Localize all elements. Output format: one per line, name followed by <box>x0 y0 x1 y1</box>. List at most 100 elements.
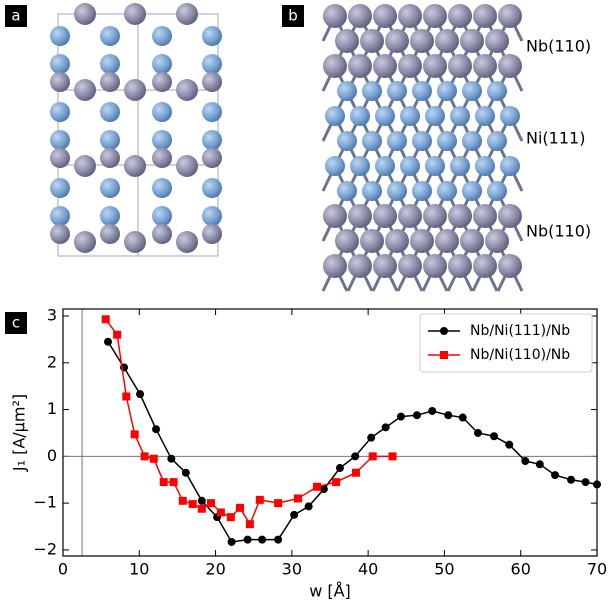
x-tick-label: 40 <box>358 560 378 579</box>
data-point <box>335 464 344 473</box>
atom-nb <box>124 231 146 253</box>
atom-nb <box>50 148 70 168</box>
x-tick-label: 60 <box>511 560 531 579</box>
atom-nb <box>473 54 497 78</box>
data-point <box>304 502 313 511</box>
data-point <box>274 535 283 544</box>
x-tick-label: 10 <box>129 560 149 579</box>
atom-ni <box>152 178 172 198</box>
atom-ni <box>50 206 70 226</box>
atom-ni <box>50 54 70 74</box>
atom-ni <box>500 156 520 176</box>
y-tick-label: 3 <box>47 306 57 325</box>
data-point <box>351 468 360 477</box>
atom-ni <box>450 106 470 126</box>
atom-nb <box>423 4 447 28</box>
atom-ni <box>50 178 70 198</box>
atom-nb <box>124 3 146 25</box>
atom-ni <box>50 102 70 122</box>
atom-nb <box>373 204 397 228</box>
atom-nb <box>348 54 372 78</box>
atom-ni <box>425 106 445 126</box>
atom-nb <box>498 254 522 278</box>
atom-ni <box>387 131 407 151</box>
data-point <box>551 471 560 480</box>
atom-nb <box>152 224 172 244</box>
data-point <box>235 503 244 512</box>
atom-ni <box>387 181 407 201</box>
data-point <box>444 411 453 420</box>
atom-ni <box>152 130 172 150</box>
atom-ni <box>400 156 420 176</box>
data-point <box>381 423 390 432</box>
data-point <box>367 433 376 442</box>
atom-nb <box>74 79 96 101</box>
atom-nb <box>460 29 484 53</box>
atom-nb <box>460 229 484 253</box>
atom-ni <box>412 81 432 101</box>
y-tick-label: −1 <box>33 493 57 512</box>
data-point <box>140 452 149 461</box>
atom-ni <box>100 26 120 46</box>
data-point <box>521 457 530 466</box>
y-tick-label: 0 <box>47 446 57 465</box>
atom-ni <box>100 206 120 226</box>
atom-ni <box>462 81 482 101</box>
x-tick-label: 30 <box>282 560 302 579</box>
atom-ni <box>350 106 370 126</box>
data-point <box>428 406 437 415</box>
atom-ni <box>475 156 495 176</box>
panel-label: b <box>288 7 298 25</box>
data-point <box>178 496 187 505</box>
data-point <box>319 485 328 494</box>
data-point <box>181 468 190 477</box>
data-point <box>122 392 131 401</box>
legend-label: Nb/Ni(111)/Nb <box>470 323 570 339</box>
atom-nb <box>448 4 472 28</box>
atom-nb <box>398 254 422 278</box>
panel-label-box <box>5 312 27 334</box>
atom-ni <box>412 181 432 201</box>
atom-ni <box>362 131 382 151</box>
atom-nb <box>373 254 397 278</box>
atom-nb <box>485 229 509 253</box>
atom-ni <box>462 181 482 201</box>
atom-nb <box>348 254 372 278</box>
data-point <box>130 430 139 439</box>
atom-ni <box>100 130 120 150</box>
atom-ni <box>337 81 357 101</box>
data-point <box>258 535 267 544</box>
atom-ni <box>100 54 120 74</box>
data-point <box>490 432 499 441</box>
data-point <box>535 460 544 469</box>
legend-box <box>419 313 593 373</box>
atom-nb <box>473 204 497 228</box>
panel-label-box <box>5 5 27 27</box>
data-point <box>104 337 113 346</box>
atom-ni <box>362 81 382 101</box>
atom-nb <box>74 155 96 177</box>
data-point <box>351 452 360 461</box>
atom-nb <box>360 29 384 53</box>
data-point <box>458 413 467 422</box>
atom-nb <box>202 224 222 244</box>
atom-nb <box>435 29 459 53</box>
atom-nb <box>124 79 146 101</box>
data-point <box>101 315 110 324</box>
atom-ni <box>325 156 345 176</box>
panel-label: a <box>11 7 20 25</box>
atom-nb <box>398 4 422 28</box>
atom-ni <box>337 181 357 201</box>
panel-label-box <box>282 5 304 27</box>
atom-nb <box>323 4 347 28</box>
data-point <box>136 390 145 399</box>
data-point <box>388 452 397 461</box>
y-tick-label: 2 <box>47 352 57 371</box>
data-point <box>149 454 158 463</box>
atom-ni <box>152 206 172 226</box>
data-point <box>293 494 302 503</box>
data-point <box>245 520 254 529</box>
y-tick-label: 1 <box>47 399 57 418</box>
atom-ni <box>152 102 172 122</box>
atom-nb <box>323 254 347 278</box>
